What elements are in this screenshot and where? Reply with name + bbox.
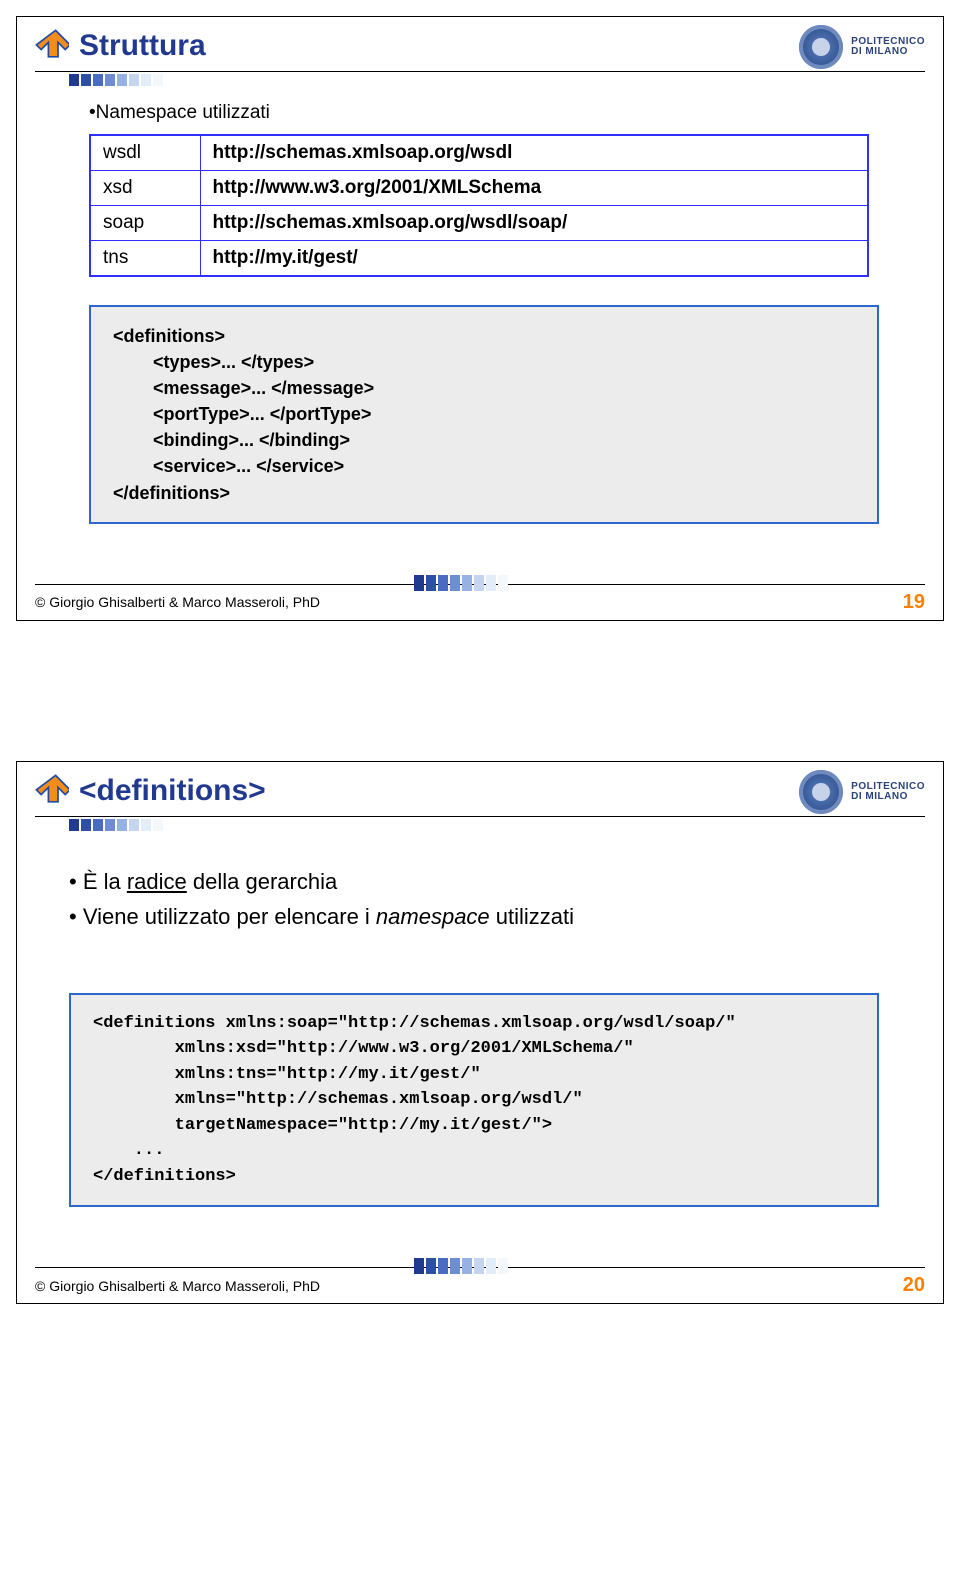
code-line: xmlns:tns="http://my.it/gest/" bbox=[93, 1062, 855, 1088]
code-line: <portType>... </portType> bbox=[113, 401, 855, 427]
subtitle: •Namespace utilizzati bbox=[89, 102, 913, 124]
bullet2-post: utilizzati bbox=[490, 904, 574, 929]
namespace-table: wsdlhttp://schemas.xmlsoap.org/wsdlxsdht… bbox=[89, 134, 869, 277]
copyright: © Giorgio Ghisalberti & Marco Masseroli,… bbox=[35, 594, 320, 610]
uri-cell: http://my.it/gest/ bbox=[200, 241, 868, 277]
slide-title: Struttura bbox=[79, 29, 206, 63]
slide-footer: © Giorgio Ghisalberti & Marco Masseroli,… bbox=[35, 584, 925, 620]
code-line: xmlns:xsd="http://www.w3.org/2001/XMLSch… bbox=[93, 1036, 855, 1062]
code-line: xmlns="http://schemas.xmlsoap.org/wsdl/" bbox=[93, 1087, 855, 1113]
table-body: wsdlhttp://schemas.xmlsoap.org/wsdlxsdht… bbox=[90, 135, 868, 276]
university-logo: POLITECNICO DI MILANO bbox=[799, 770, 925, 814]
uri-cell: http://www.w3.org/2001/XMLSchema bbox=[200, 171, 868, 206]
page-number: 20 bbox=[903, 1274, 925, 1297]
slide-19: Struttura POLITECNICO DI MILANO •Namespa… bbox=[16, 16, 944, 621]
code-line: <message>... </message> bbox=[113, 375, 855, 401]
prefix-cell: soap bbox=[90, 206, 200, 241]
slide-body: •Namespace utilizzati wsdlhttp://schemas… bbox=[17, 90, 943, 544]
bullet1-pre: • È la bbox=[69, 869, 127, 894]
bullet2-italic: namespace bbox=[376, 904, 490, 929]
code-line: <types>... </types> bbox=[113, 349, 855, 375]
bullet1-post: della gerarchia bbox=[187, 869, 337, 894]
uni-name-2: DI MILANO bbox=[851, 792, 925, 802]
arrow-icon bbox=[35, 774, 69, 808]
code-line: <service>... </service> bbox=[113, 453, 855, 479]
uri-cell: http://schemas.xmlsoap.org/wsdl bbox=[200, 135, 868, 171]
code-box: <definitions> <types>... </types> <messa… bbox=[89, 305, 879, 524]
uri-cell: http://schemas.xmlsoap.org/wsdl/soap/ bbox=[200, 206, 868, 241]
slide-title: <definitions> bbox=[79, 774, 266, 808]
code-line: </definitions> bbox=[113, 480, 855, 506]
bullet-1: • È la radice della gerarchia bbox=[69, 865, 913, 898]
code-line: <binding>... </binding> bbox=[113, 427, 855, 453]
table-row: tnshttp://my.it/gest/ bbox=[90, 241, 868, 277]
seal-icon bbox=[799, 770, 843, 814]
slide-footer: © Giorgio Ghisalberti & Marco Masseroli,… bbox=[35, 1267, 925, 1303]
uni-name-2: DI MILANO bbox=[851, 47, 925, 57]
prefix-cell: xsd bbox=[90, 171, 200, 206]
prefix-cell: wsdl bbox=[90, 135, 200, 171]
header-divider bbox=[35, 816, 925, 817]
header-ticks bbox=[17, 819, 943, 831]
seal-icon bbox=[799, 25, 843, 69]
footer-ticks bbox=[414, 1258, 510, 1274]
code-line: </definitions> bbox=[93, 1164, 855, 1190]
header-ticks bbox=[17, 74, 943, 86]
code-line: <definitions> bbox=[113, 323, 855, 349]
page-number: 19 bbox=[903, 591, 925, 614]
table-row: xsdhttp://www.w3.org/2001/XMLSchema bbox=[90, 171, 868, 206]
code-line: targetNamespace="http://my.it/gest/"> bbox=[93, 1113, 855, 1139]
slide-20: <definitions> POLITECNICO DI MILANO • È … bbox=[16, 761, 944, 1305]
slide-header: Struttura POLITECNICO DI MILANO bbox=[17, 17, 943, 71]
university-logo: POLITECNICO DI MILANO bbox=[799, 25, 925, 69]
code-line: <definitions xmlns:soap="http://schemas.… bbox=[93, 1011, 855, 1037]
copyright: © Giorgio Ghisalberti & Marco Masseroli,… bbox=[35, 1278, 320, 1294]
slide-header: <definitions> POLITECNICO DI MILANO bbox=[17, 762, 943, 816]
header-divider bbox=[35, 71, 925, 72]
code-line: ... bbox=[93, 1138, 855, 1164]
bullet1-underline: radice bbox=[127, 869, 187, 894]
code-box: <definitions xmlns:soap="http://schemas.… bbox=[69, 993, 879, 1208]
bullet-2: • Viene utilizzato per elencare i namesp… bbox=[69, 900, 913, 933]
slide-body: • È la radice della gerarchia • Viene ut… bbox=[17, 835, 943, 1228]
table-row: wsdlhttp://schemas.xmlsoap.org/wsdl bbox=[90, 135, 868, 171]
bullet2-pre: • Viene utilizzato per elencare i bbox=[69, 904, 376, 929]
table-row: soaphttp://schemas.xmlsoap.org/wsdl/soap… bbox=[90, 206, 868, 241]
arrow-icon bbox=[35, 29, 69, 63]
footer-ticks bbox=[414, 575, 510, 591]
prefix-cell: tns bbox=[90, 241, 200, 277]
